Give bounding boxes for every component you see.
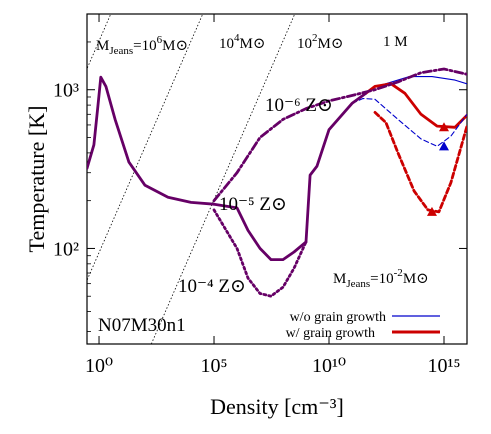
series-line-5 <box>212 202 308 261</box>
y-tick-label-0: 10² <box>53 238 79 260</box>
jeans-label-1e4: 104M⊙ <box>219 32 265 52</box>
series-line-2 <box>351 97 467 147</box>
series-lines <box>87 67 467 298</box>
y-axis-label: Temperature [K] <box>24 106 49 253</box>
jeans-line-2 <box>87 14 112 70</box>
marker-1 <box>439 141 450 151</box>
x-tick-label-3: 10¹⁵ <box>428 355 461 377</box>
plot-frame <box>86 13 468 345</box>
legend: w/o grain growth w/ grain growth <box>286 310 440 341</box>
jeans-label-1e2: 102M⊙ <box>297 32 343 52</box>
axis-ticks: 10⁰ 10⁵ 10¹⁰ 10¹⁵ 10² 10³ <box>53 13 467 377</box>
x-axis-label: Density [cm⁻³] <box>210 394 344 419</box>
jeans-line-4 <box>150 14 296 344</box>
annotation-z6: 10⁻⁶ Z⊙ <box>265 95 333 116</box>
annotation-z5: 10⁻⁵ Z⊙ <box>219 194 287 215</box>
jeans-label-1em2: MJeans=10-2M⊙ <box>333 267 429 290</box>
series-line-1 <box>364 82 467 129</box>
x-tick-label-1: 10⁵ <box>201 355 228 377</box>
series-line-7 <box>212 67 467 203</box>
jeans-line-1 <box>0 14 19 344</box>
series-line-3 <box>373 111 467 214</box>
x-tick-label-0: 10⁰ <box>85 355 113 377</box>
marker-0 <box>439 122 450 132</box>
legend-label-with-growth: w/ grain growth <box>286 326 375 341</box>
jeans-line-3 <box>87 14 204 282</box>
jeans-lines <box>0 14 296 344</box>
annotation-z4: 10⁻⁴ Z⊙ <box>178 276 246 297</box>
jeans-label-1e6: MJeans=106M⊙ <box>96 34 188 57</box>
marker-2 <box>426 206 437 216</box>
legend-label-without-growth: w/o grain growth <box>290 310 386 325</box>
model-label: N07M30n1 <box>98 315 186 336</box>
y-tick-label-1: 10³ <box>53 80 79 102</box>
series-line-4 <box>87 75 216 206</box>
series-line-8 <box>304 91 368 244</box>
x-tick-label-2: 10¹⁰ <box>312 355 346 377</box>
series-line-6 <box>212 208 308 298</box>
jeans-label-1: 1 M <box>383 34 408 50</box>
markers <box>426 122 450 216</box>
